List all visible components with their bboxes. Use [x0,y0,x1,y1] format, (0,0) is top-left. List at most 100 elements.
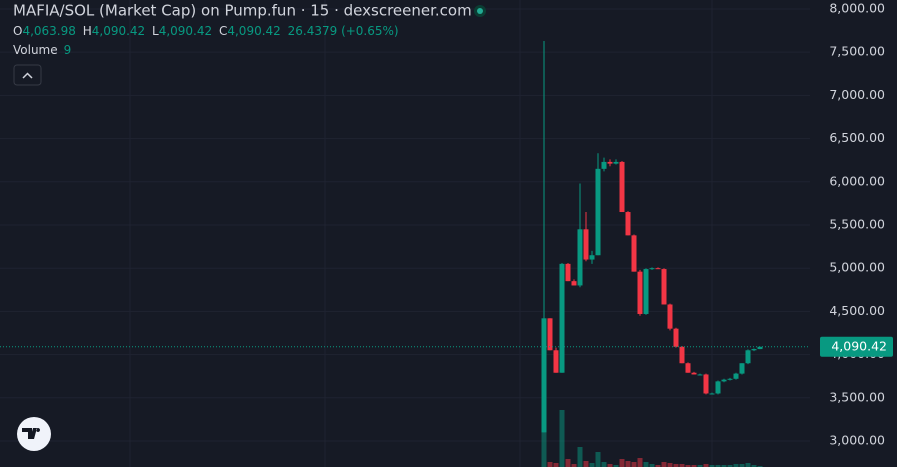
legend-key: Volume [13,43,58,57]
candle-body [685,363,691,373]
candle-body [619,161,625,213]
legend-key: C [219,24,227,38]
candle-body [571,281,577,286]
candle-body [721,379,727,382]
volume-bar [739,464,745,467]
volume-bar [547,462,553,467]
candle-body [553,350,559,373]
volume-bar [655,465,661,467]
legend-key: L [152,24,159,38]
candle-body [631,235,637,272]
volume-bar [571,464,577,467]
volume-bar [625,461,631,467]
volume-bar [691,465,697,467]
volume-bar [721,465,727,467]
candle-body [703,374,709,394]
volume-bar [649,464,655,467]
candle-body [691,372,697,375]
volume-bar [607,464,613,467]
candle-body [673,328,679,347]
candle-body [757,346,763,350]
y-tick-label: 4,500.00 [829,303,885,318]
tv-logo[interactable] [17,417,51,451]
volume-bar [583,461,589,467]
last-price-tag [820,336,893,357]
y-tick-label: 5,500.00 [829,216,885,231]
candle-body [541,318,547,433]
volume-bar [745,463,751,467]
volume-bar [541,432,547,467]
volume-bar [673,464,679,467]
volume-bar [637,458,643,467]
volume-bar [697,465,703,467]
volume-bar [559,410,565,467]
candle-body [661,269,667,305]
candle-body [583,229,589,260]
y-tick-label: 3,500.00 [829,389,885,404]
legend-value: 9 [64,43,72,57]
volume-legend: Volume 9 [13,43,71,57]
collapse-button[interactable] [13,64,42,86]
ohlc-legend: O4,063.98 H4,090.42 L4,090.42 C4,090.42 … [13,24,399,38]
volume-bar [631,462,637,467]
logo-glyph [22,428,41,439]
volume-bar [643,462,649,467]
chart-title: MAFIA/SOL (Market Cap) on Pump.fun · 15 … [13,2,472,20]
volume-bar [589,463,595,467]
legend-key: H [83,24,92,38]
legend-value: 4,090.42 [227,24,280,38]
volume-bar [733,464,739,467]
volume-bar [667,463,673,467]
candle-body [607,161,613,164]
volume-bar [727,465,733,467]
legend-value: 4,090.42 [92,24,145,38]
legend-value: 4,090.42 [159,24,212,38]
candle-body [697,374,703,376]
volume-bar [703,464,709,467]
volume-bar [715,465,721,467]
volume-bar [601,462,607,467]
y-tick-label: 8,000.00 [829,0,885,15]
y-tick-label: 7,000.00 [829,87,885,102]
y-tick-label: 3,000.00 [829,432,885,447]
candle-body [589,255,595,260]
y-tick-label: 6,500.00 [829,130,885,145]
volume-bar [595,452,601,467]
candle-body [613,161,619,164]
legend-change: 26.4379 (+0.65%) [288,24,399,38]
candle-body [655,268,661,270]
volume-bar [619,459,625,467]
volume-bar [709,465,715,467]
candle-body [601,161,607,169]
legend-key: O [13,24,22,38]
volume-bar [751,465,757,467]
candle-body [733,373,739,379]
button-frame[interactable] [13,64,42,86]
candle-body [595,168,601,256]
candle-body [667,304,673,329]
candle-body [565,263,571,282]
volume-bar [685,465,691,467]
candle-body [547,318,553,351]
status-dot [477,8,483,14]
y-tick-label: 7,500.00 [829,44,885,59]
grid [129,0,713,467]
candle-body [751,349,757,351]
chevron-icon [22,72,33,79]
y-tick-label: 6,000.00 [829,173,885,188]
candle-body [727,378,733,380]
candle-body [637,271,643,314]
volume-bar [661,462,667,467]
last-price-label: 4,090.42 [831,338,887,353]
candle-body [559,263,565,373]
volume-bar [577,447,583,467]
candle-body [745,350,751,364]
candle-body [649,268,655,270]
candle-body [715,381,721,394]
candle-body [643,269,649,314]
candle-body [679,346,685,364]
volume-bar [565,459,571,467]
y-tick-label: 5,000.00 [829,260,885,275]
